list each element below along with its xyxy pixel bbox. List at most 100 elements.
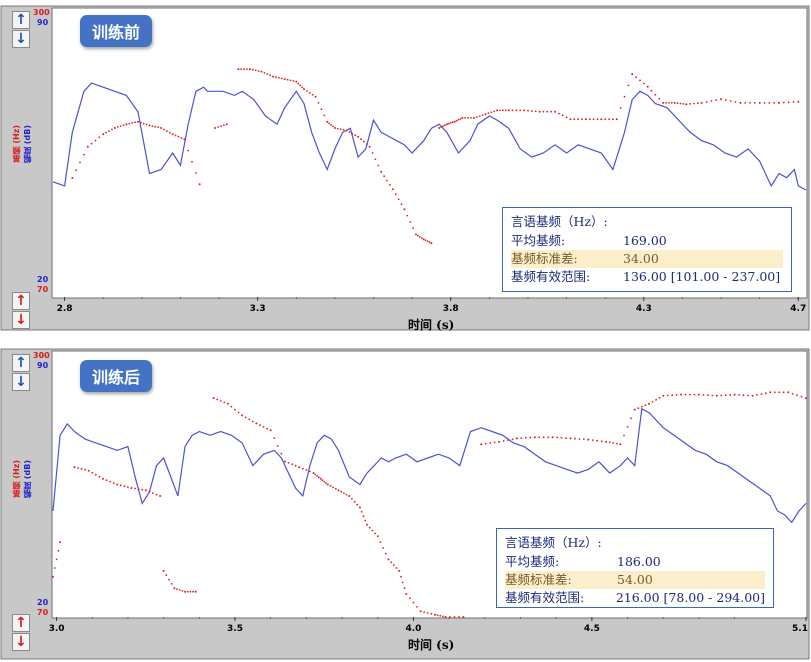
pitch-point [237,68,240,71]
pitch-point [260,70,263,73]
pitch-point [650,89,653,92]
pitch-point [773,391,776,394]
pitch-point [358,506,361,509]
pitch-scale-up-button[interactable]: ↑ [12,292,30,310]
pitch-point [187,149,190,152]
pitch-point [299,84,301,87]
pitch-point [284,460,286,463]
pitch-point [198,183,201,186]
pitch-point [679,102,682,105]
pitch-point [484,113,487,116]
pitch-point [321,479,324,482]
pitch-point [670,102,673,104]
pitch-point [137,120,139,123]
pitch-point [449,616,451,618]
pitch-point [230,405,233,408]
pitch-point [405,593,408,595]
x-tick-label: 4.0 [405,624,421,634]
pitch-point [561,114,564,117]
pitch-point [395,567,398,569]
pitch-point [648,402,650,405]
pitch-std-value: 34.00 [623,251,659,266]
pitch-point [314,95,317,98]
chart-marks: 3.0 3.5 4.0 4.5 5.1 [49,391,808,634]
pitch-point [298,466,301,469]
pitch-point [791,392,794,395]
pitch-point [59,541,62,544]
amplitude-scale-up-button[interactable]: ↑ [12,354,30,372]
pitch-point [765,392,767,395]
stats-title: 言语基频（Hz）: [511,214,608,229]
pitch-point [401,581,404,584]
pitch-point [251,68,254,71]
pitch-point [108,130,110,132]
pitch-point [496,109,499,112]
amplitude-scale-down-button[interactable]: ↓ [12,30,30,48]
pitch-point [608,118,610,121]
pitch-point [297,82,300,85]
pitch-point [91,471,94,474]
pitch-point [333,127,336,129]
pitch-point [426,240,429,243]
pitch-point [360,138,362,141]
pitch-point [241,414,244,417]
pitch-point [94,139,97,142]
pitch-point [447,122,450,125]
pitch-point [569,437,572,440]
x-tick-label: 2.8 [57,304,73,314]
pitch-point [189,590,192,593]
pitch-point [312,472,315,474]
pitch-point [374,158,377,161]
pitch-point [439,614,442,617]
pitch-point [154,125,157,128]
pitch-point [481,114,484,116]
pitch-scale-down-button[interactable]: ↓ [12,633,30,651]
pitch-point [380,170,383,173]
pitch-point [556,436,558,439]
pitch-scale-up-button[interactable]: ↑ [12,614,30,632]
pitch-point [461,116,464,119]
pitch-point [604,118,607,121]
pitch-point [574,437,576,440]
pitch-point [753,102,756,104]
pitch-point [362,515,365,518]
mean-pitch-value: 169.00 [623,233,667,248]
pitch-point [651,400,654,403]
pitch-point [550,110,552,113]
pitch-point [675,394,678,396]
pitch-point [453,120,456,123]
pitch-point [778,101,780,104]
panel-frame: 3.0 3.5 4.0 4.5 5.1 [0,348,810,660]
pitch-point [357,135,360,138]
pitch-point [697,393,700,396]
pitch-point [125,123,128,126]
pitch-point [131,122,134,124]
amplitude-scale-down-button[interactable]: ↓ [12,373,30,391]
pitch-point [542,436,545,439]
pitch-point [165,574,168,577]
pitch-point [400,203,403,206]
pitch-point [119,484,122,487]
pitch-point [368,145,371,148]
pitch-point [79,161,81,164]
pitch-point [301,86,303,89]
amplitude-scale-up-button[interactable]: ↑ [12,11,30,29]
pitch-point [323,480,326,483]
pitch-point [337,489,340,492]
pitch-point [758,101,761,104]
pitch-point [278,77,280,79]
pitch-point [214,127,217,129]
pitch-point [280,77,283,80]
pitch-point [587,438,590,441]
pitch-point [141,488,144,491]
pitch-point [237,411,240,414]
pitch-point [747,394,749,397]
pitch-point [406,214,409,217]
pitch-point [478,115,481,117]
pitch-range-label: 基频有效范围: [511,269,591,284]
pitch-point [102,477,104,480]
pitch-point [332,125,334,128]
pitch-point [80,468,83,470]
pitch-scale-down-button[interactable]: ↓ [12,311,30,329]
pitch-point [128,122,131,125]
